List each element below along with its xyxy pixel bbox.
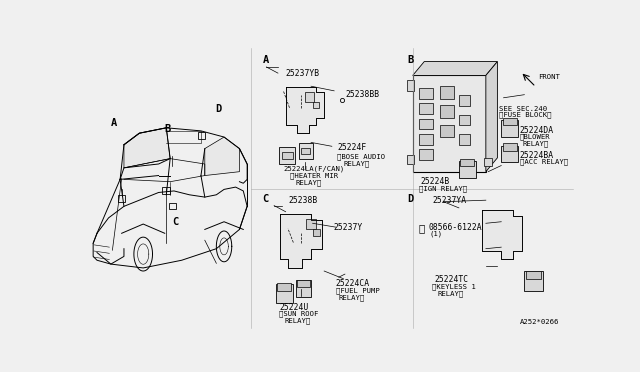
Text: 〈FUEL PUMP: 〈FUEL PUMP xyxy=(336,288,380,294)
Text: 〈FUSE BLOCK〉: 〈FUSE BLOCK〉 xyxy=(499,111,552,118)
Text: 25224LA(F/CAN): 25224LA(F/CAN) xyxy=(284,166,344,172)
Text: (1): (1) xyxy=(429,231,443,237)
Polygon shape xyxy=(280,214,322,268)
Text: 25224CA: 25224CA xyxy=(336,279,370,288)
Bar xyxy=(297,280,310,287)
Bar xyxy=(299,143,312,158)
Polygon shape xyxy=(124,128,170,168)
Text: 25224F: 25224F xyxy=(337,142,367,151)
Bar xyxy=(526,271,541,279)
Bar xyxy=(503,118,516,125)
Text: 〈SUN ROOF: 〈SUN ROOF xyxy=(280,311,319,317)
Bar xyxy=(419,103,433,114)
Text: 25237YB: 25237YB xyxy=(285,70,320,78)
Text: 25224U: 25224U xyxy=(280,303,308,312)
Text: 〈BOSE AUDIO: 〈BOSE AUDIO xyxy=(337,153,385,160)
Bar xyxy=(459,134,470,145)
Text: A: A xyxy=(262,55,269,65)
Text: 25224DA: 25224DA xyxy=(520,126,554,135)
Text: FRONT: FRONT xyxy=(538,74,560,80)
Bar xyxy=(314,230,319,235)
Text: 〈HEATER MIR: 〈HEATER MIR xyxy=(289,172,338,179)
Text: RELAY〉: RELAY〉 xyxy=(344,161,370,167)
Text: 25224TC: 25224TC xyxy=(435,275,468,284)
Text: 〈ACC RELAY〉: 〈ACC RELAY〉 xyxy=(520,158,568,165)
Bar xyxy=(440,86,454,99)
Bar xyxy=(301,148,310,154)
Polygon shape xyxy=(482,210,522,259)
Text: 〈IGN RELAY〉: 〈IGN RELAY〉 xyxy=(419,185,467,192)
Text: RELAY〉: RELAY〉 xyxy=(523,140,549,147)
Bar xyxy=(305,92,314,102)
Bar xyxy=(501,145,518,163)
Text: A: A xyxy=(111,118,117,128)
Text: 25237YA: 25237YA xyxy=(432,196,466,205)
Text: C: C xyxy=(262,194,269,203)
Bar xyxy=(163,187,170,194)
Bar xyxy=(406,80,414,91)
Bar xyxy=(406,155,414,164)
Text: 25224BA: 25224BA xyxy=(520,151,554,160)
Bar xyxy=(198,132,205,139)
Text: D: D xyxy=(215,104,221,114)
Bar xyxy=(459,96,470,106)
Text: C: C xyxy=(172,217,179,227)
Bar xyxy=(307,219,316,230)
Polygon shape xyxy=(205,137,239,176)
Text: 〈KEYLESS 1: 〈KEYLESS 1 xyxy=(432,284,476,291)
Bar xyxy=(524,271,543,291)
Bar xyxy=(460,158,474,166)
Bar xyxy=(277,283,291,291)
Bar xyxy=(282,153,292,158)
Text: B: B xyxy=(407,55,413,65)
Bar xyxy=(170,203,175,209)
Text: 25224B: 25224B xyxy=(420,177,450,186)
Bar xyxy=(501,120,518,137)
Bar xyxy=(484,158,492,166)
Polygon shape xyxy=(285,87,324,133)
Bar xyxy=(280,147,295,164)
Text: B: B xyxy=(164,124,170,134)
Polygon shape xyxy=(486,62,497,172)
Bar xyxy=(419,134,433,145)
Bar xyxy=(503,143,516,151)
Text: 08566-6122A: 08566-6122A xyxy=(428,222,482,232)
Text: D: D xyxy=(407,194,413,203)
Text: 25238BB: 25238BB xyxy=(346,90,380,99)
Text: Ⓢ: Ⓢ xyxy=(419,223,425,233)
Text: RELAY〉: RELAY〉 xyxy=(296,179,322,186)
Bar xyxy=(419,88,433,99)
Text: RELAY〉: RELAY〉 xyxy=(437,291,463,298)
Bar xyxy=(118,195,125,202)
Bar xyxy=(440,125,454,137)
Text: 〈BLOWER: 〈BLOWER xyxy=(520,134,550,140)
Text: RELAY〉: RELAY〉 xyxy=(339,295,365,301)
Text: SEE SEC.240: SEE SEC.240 xyxy=(499,106,547,112)
Bar xyxy=(419,150,433,160)
Text: 25237Y: 25237Y xyxy=(333,224,363,232)
Bar xyxy=(312,102,319,108)
Bar xyxy=(276,284,292,302)
Bar xyxy=(296,280,311,297)
Text: A252*0266: A252*0266 xyxy=(520,319,559,325)
Text: RELAY〉: RELAY〉 xyxy=(284,318,310,324)
Bar xyxy=(440,106,454,118)
Bar xyxy=(459,161,476,178)
Bar xyxy=(413,76,486,172)
Bar xyxy=(419,119,433,129)
Polygon shape xyxy=(413,62,497,76)
Bar xyxy=(459,115,470,125)
Text: 25238B: 25238B xyxy=(288,196,317,205)
